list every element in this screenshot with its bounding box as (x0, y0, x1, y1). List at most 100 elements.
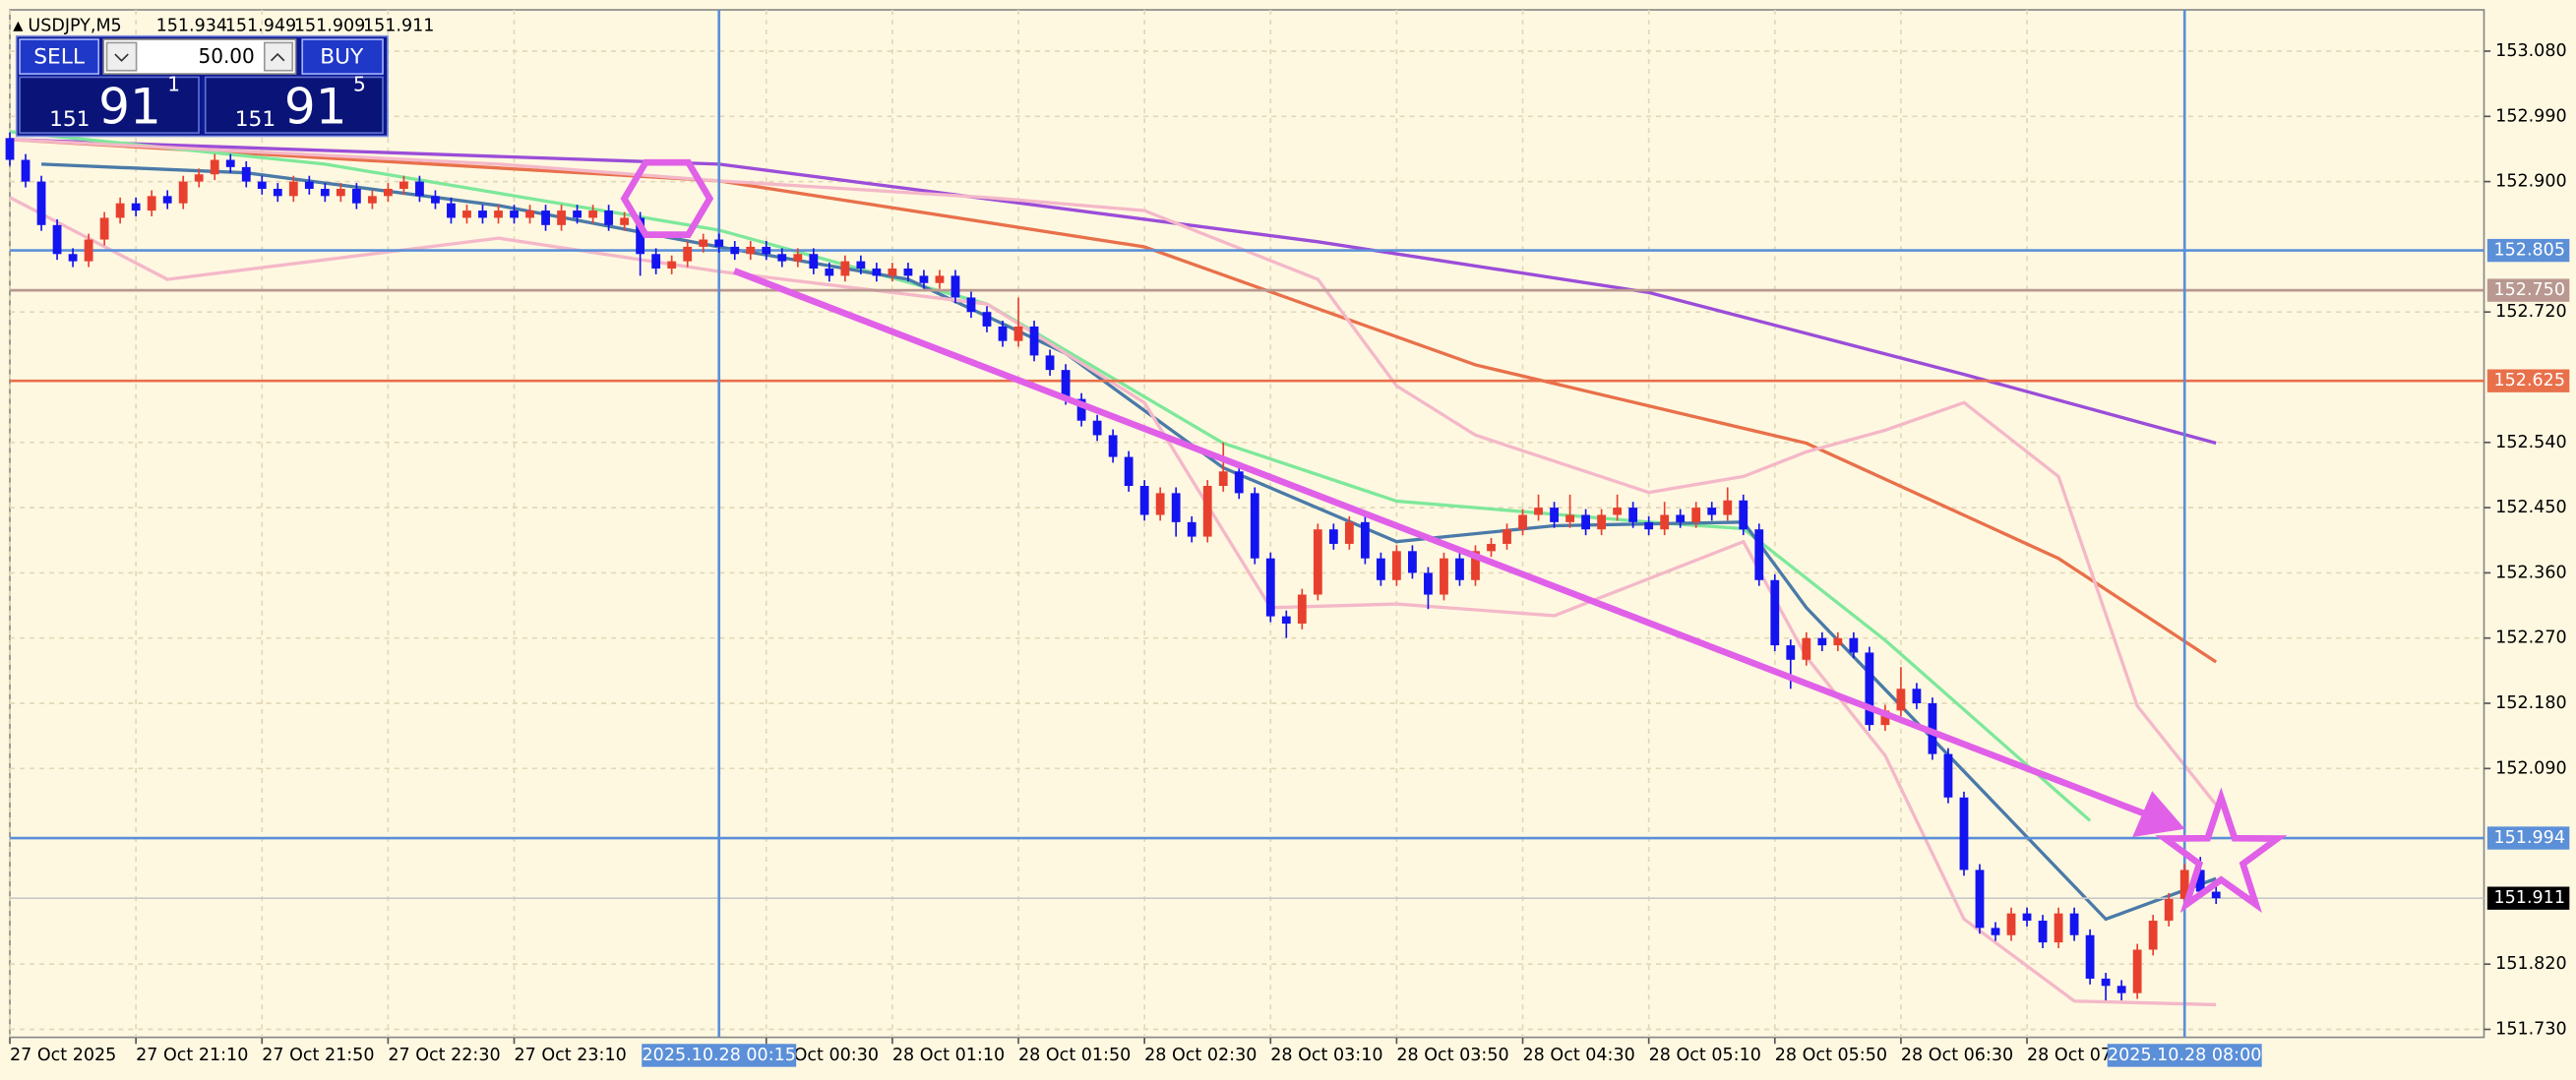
x-tick-label: 28 Oct 02:30 (1144, 1046, 1257, 1065)
candle-body (36, 181, 46, 225)
candle-body (872, 269, 882, 276)
sell-label: SELL (33, 44, 85, 69)
candle-body (1691, 508, 1701, 522)
candle-body (856, 261, 866, 270)
cursor-label: 2025.10.28 08:00 (2108, 1046, 2261, 1065)
x-tick-label: 28 Oct 05:50 (1775, 1046, 1887, 1065)
candle-body (494, 210, 503, 218)
candle-body (1802, 637, 1811, 660)
candle-body (1739, 500, 1748, 530)
candle-body (966, 297, 976, 313)
y-tick-label: 151.730 (2495, 1020, 2566, 1040)
candle-body (573, 210, 582, 218)
candle-body (1896, 689, 1906, 711)
candle-body (1534, 508, 1543, 515)
candle-body (1565, 514, 1574, 522)
sell-price-main: 91 (98, 78, 161, 135)
y-tick-label: 152.900 (2495, 172, 2566, 192)
candle-body (998, 326, 1008, 341)
candle-body (1392, 551, 1401, 580)
cursor-label: 2025.10.28 00:15 (643, 1046, 796, 1065)
candle-body (1297, 594, 1307, 624)
candle-body (1865, 652, 1874, 726)
candle-body (1455, 558, 1464, 580)
x-tick-label: 28 Oct 01:50 (1018, 1046, 1131, 1065)
lot-down-icon (114, 53, 129, 62)
price-label-bg (2486, 826, 2570, 850)
candle-body (2085, 934, 2095, 979)
candle-body (714, 239, 724, 247)
cursor-label-bg (642, 1044, 797, 1067)
candle-body (1943, 753, 1953, 798)
axes: 153.080 152.990 152.900 152.720 152.540 152.4… (9, 41, 2570, 1067)
lot-up[interactable] (263, 41, 294, 72)
price-label-bg (2486, 278, 2570, 302)
candle-body (2132, 949, 2142, 993)
indicator-line (9, 138, 2218, 807)
candle-body (2038, 921, 2048, 943)
candle-body (2006, 913, 2016, 935)
candle-body (793, 254, 803, 262)
candle-body (1187, 521, 1196, 537)
candle-body (903, 269, 913, 276)
sell-price-small: 1 (167, 72, 180, 95)
sell-price-box[interactable] (19, 76, 200, 134)
candle-body (225, 159, 235, 167)
candle-body (730, 246, 740, 255)
y-tick-label: 152.540 (2495, 433, 2566, 452)
x-tick-label: 28 Oct 07 (2027, 1046, 2112, 1065)
candle-body (478, 210, 487, 218)
header-value: 151.909 (294, 17, 365, 36)
candle-body (162, 196, 172, 204)
candle-body (52, 224, 62, 255)
x-tick-label: 28 Oct 03:50 (1396, 1046, 1508, 1065)
candle-body (699, 239, 708, 247)
candle-body (1076, 398, 1086, 421)
y-tick-label: 152.270 (2495, 629, 2566, 648)
candle-body (336, 188, 345, 197)
candle-body (2069, 913, 2079, 935)
candle-body (210, 159, 219, 175)
candle-body (399, 181, 408, 189)
price-label-bg (2486, 369, 2570, 392)
lot-down[interactable] (105, 41, 138, 72)
header-icon (13, 21, 24, 31)
sell-price-big: 151 (49, 107, 90, 132)
candle-body (1597, 514, 1607, 530)
candle-body (825, 269, 834, 276)
x-tick-label: 27 Oct 2025 (10, 1046, 116, 1065)
candle-body (510, 210, 519, 218)
candle-body (1440, 558, 1448, 595)
candle-body (1770, 579, 1780, 646)
chart-title: USDJPY,M5 (28, 17, 121, 36)
candle-body (257, 181, 267, 189)
header-value: 151.934 (156, 17, 227, 36)
candle-body (2022, 913, 2032, 922)
sell-button[interactable] (19, 38, 100, 75)
lot-up-icon (270, 52, 285, 62)
cursor-label-bg (2107, 1044, 2262, 1067)
candle-body (131, 203, 141, 211)
candle-body (557, 210, 566, 225)
hexagon-marker (620, 158, 714, 238)
candle-body (1376, 558, 1385, 580)
candle-body (1628, 508, 1638, 522)
candle-body (1328, 529, 1338, 544)
lot-value: 50.00 (198, 44, 254, 68)
candle-body (2148, 921, 2158, 950)
y-tick-label: 152.720 (2495, 302, 2566, 322)
y-tick-label: 152.090 (2495, 758, 2566, 778)
candle-body (1471, 551, 1480, 580)
candle-body (1786, 645, 1796, 660)
candle-body (1676, 514, 1686, 522)
price-label-bg (2486, 238, 2570, 263)
candle-body (667, 261, 677, 270)
price-label: 151.994 (2494, 828, 2565, 848)
candle-body (1833, 637, 1843, 646)
buy-price-box[interactable] (204, 76, 384, 134)
buy-button[interactable] (301, 38, 384, 75)
candle-body (1959, 797, 1969, 870)
